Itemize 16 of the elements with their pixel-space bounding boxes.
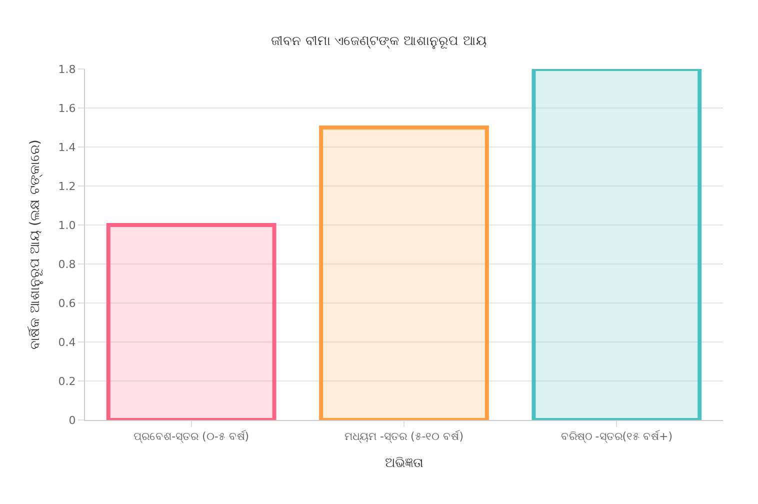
x-axis-title: ଅଭିଜ୍ଞତା	[385, 456, 423, 471]
y-tick-label: 1.2	[58, 180, 76, 193]
y-tick-label: 1.6	[58, 102, 76, 115]
x-tick-label: ବରିଷ୍ଠ -ସ୍ତର(୧୫ ବର୍ଷ+)	[560, 430, 673, 444]
y-tick-label: 1.0	[58, 218, 76, 232]
x-tick-label: ମଧ୍ୟମ -ସ୍ତର (୫-୧୦ ବର୍ଷ)	[344, 430, 464, 444]
y-tick-label: 0.6	[58, 296, 76, 310]
y-tick-label: 0.4	[58, 336, 76, 349]
y-tick-label: 0.2	[58, 374, 76, 388]
y-axis-title: ବାର୍ଷିକ ଆଶାନୁରୂପ ଆୟ (ଲକ୍ଷ ଟଙ୍କାରେ)	[27, 140, 44, 350]
y-tick-label: 0.8	[58, 258, 76, 271]
chart-title: ଜୀବନ ବୀମା ଏଜେଣ୍ଟଙ୍କ ଆଶାନୁରୂପ ଆୟ	[271, 34, 487, 50]
x-tick-label: ପ୍ରବେଶ-ସ୍ତର (୦-୫ ବର୍ଷ)	[134, 430, 250, 444]
y-tick-label: 1.4	[58, 140, 76, 154]
y-tick-label: 0	[68, 414, 76, 427]
y-tick-label: 1.8	[58, 62, 76, 76]
